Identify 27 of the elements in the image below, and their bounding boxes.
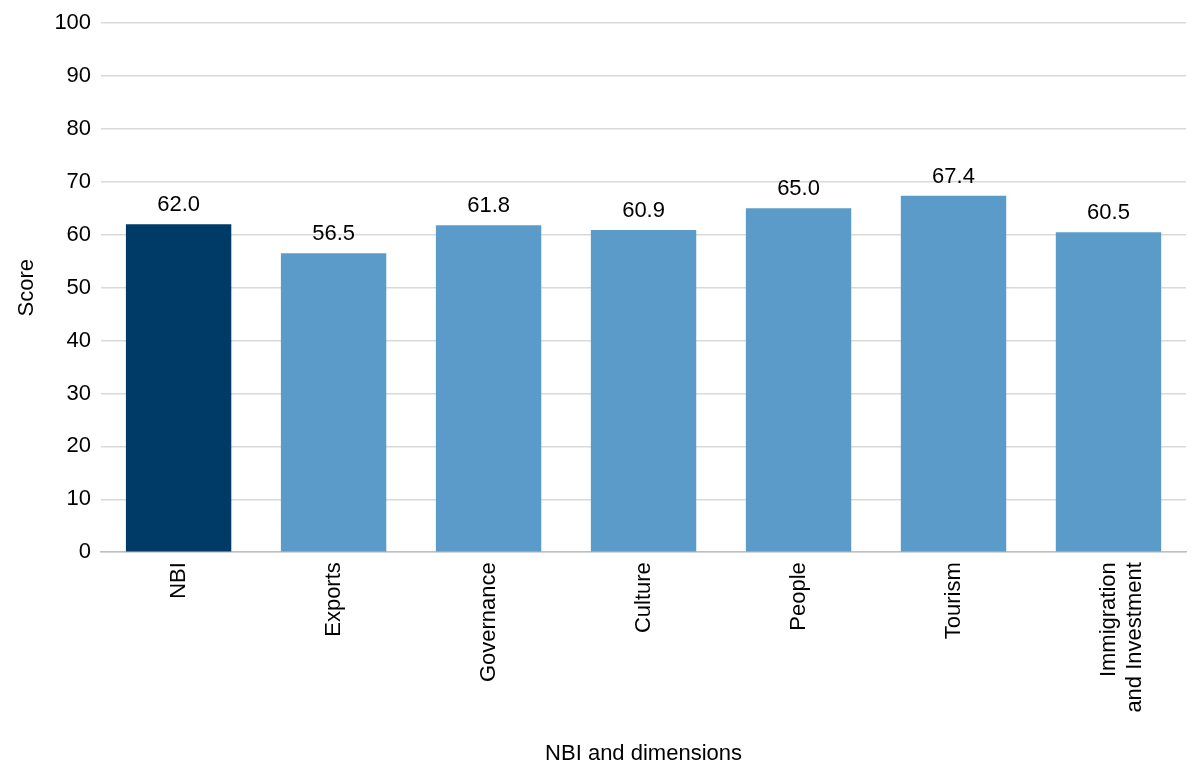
x-tick-label: Culture [629, 562, 655, 634]
x-axis-title: NBI and dimensions [545, 739, 742, 765]
y-tick-label: 0 [78, 538, 92, 564]
x-tick-label: NBI [164, 562, 190, 599]
x-tick-label: Immigration and Investment [1094, 562, 1146, 713]
y-tick-label: 70 [66, 167, 92, 193]
x-tick-label: People [784, 562, 810, 631]
data-label: 65.0 [777, 175, 820, 201]
x-tick-label: Tourism [939, 562, 965, 640]
y-tick-label: 10 [66, 485, 92, 511]
data-label: 67.4 [932, 162, 975, 188]
y-tick-label: 90 [66, 62, 92, 88]
data-label: 60.5 [1087, 199, 1130, 225]
data-label: 56.5 [312, 220, 355, 246]
y-tick-label: 30 [66, 379, 92, 405]
y-tick-label: 40 [66, 326, 92, 352]
y-tick-label: 100 [54, 9, 92, 35]
y-axis-title: Score [13, 258, 39, 317]
y-tick-label: 50 [66, 273, 92, 299]
x-tick-label: Exports [319, 562, 345, 637]
y-tick-label: 80 [66, 115, 92, 141]
y-tick-label: 20 [66, 432, 92, 458]
data-label: 61.8 [467, 192, 510, 218]
data-label: 62.0 [157, 191, 201, 217]
data-label: 60.9 [622, 197, 665, 223]
y-tick-label: 60 [66, 220, 92, 246]
x-tick-label: Governance [474, 562, 500, 683]
